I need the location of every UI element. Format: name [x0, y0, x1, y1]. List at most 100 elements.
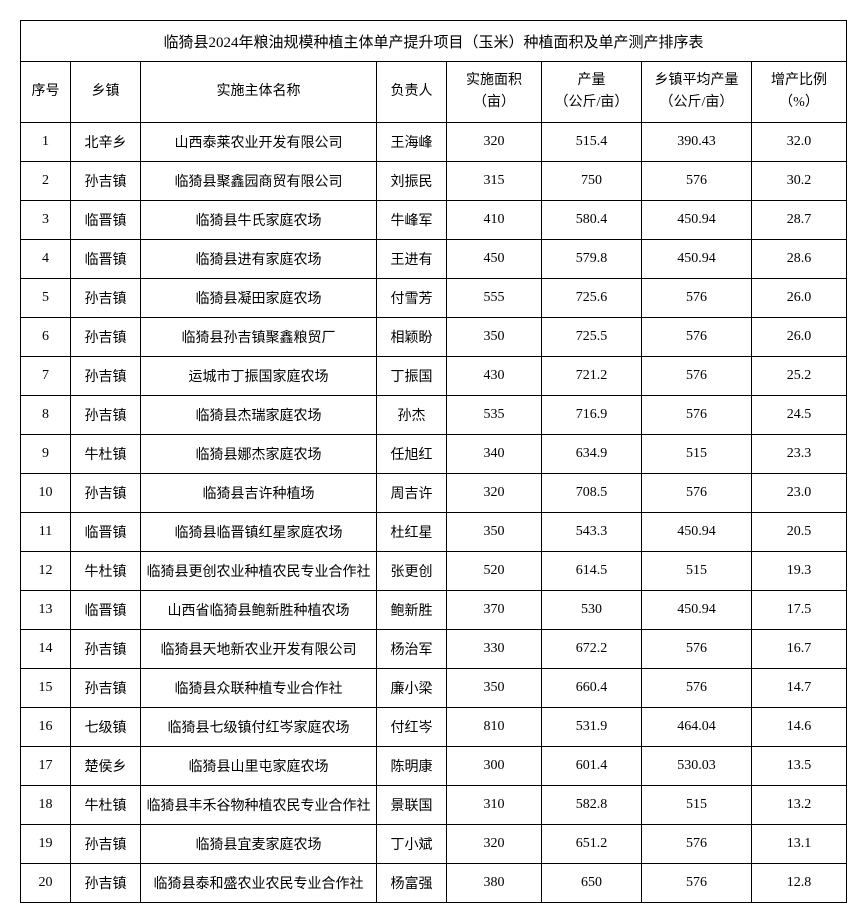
col-area-l2: （亩） — [473, 95, 515, 110]
cell-person: 张更创 — [377, 552, 447, 591]
table-title: 临猗县2024年粮油规模种植主体单产提升项目（玉米）种植面积及单产测产排序表 — [21, 21, 847, 62]
col-town: 乡镇 — [71, 62, 141, 123]
cell-entity: 临猗县宜麦家庭农场 — [141, 825, 377, 864]
cell-entity: 临猗县七级镇付红岑家庭农场 — [141, 708, 377, 747]
cell-inc: 16.7 — [752, 630, 847, 669]
cell-inc: 32.0 — [752, 123, 847, 162]
cell-yield: 716.9 — [542, 396, 642, 435]
cell-yield: 579.8 — [542, 240, 642, 279]
cell-town: 孙吉镇 — [71, 630, 141, 669]
col-person: 负责人 — [377, 62, 447, 123]
cell-person: 杨治军 — [377, 630, 447, 669]
cell-inc: 23.0 — [752, 474, 847, 513]
cell-town: 牛杜镇 — [71, 552, 141, 591]
cell-person: 付红岑 — [377, 708, 447, 747]
cell-area: 315 — [447, 162, 542, 201]
cell-avg: 576 — [642, 279, 752, 318]
cell-area: 520 — [447, 552, 542, 591]
cell-entity: 临猗县娜杰家庭农场 — [141, 435, 377, 474]
cell-entity: 临猗县杰瑞家庭农场 — [141, 396, 377, 435]
cell-town: 孙吉镇 — [71, 162, 141, 201]
table-row: 7孙吉镇运城市丁振国家庭农场丁振国430721.257625.2 — [21, 357, 847, 396]
cell-avg: 576 — [642, 357, 752, 396]
cell-avg: 450.94 — [642, 591, 752, 630]
cell-area: 320 — [447, 474, 542, 513]
cell-area: 310 — [447, 786, 542, 825]
cell-person: 陈明康 — [377, 747, 447, 786]
cell-town: 楚侯乡 — [71, 747, 141, 786]
cell-seq: 17 — [21, 747, 71, 786]
table-row: 2孙吉镇临猗县聚鑫园商贸有限公司刘振民31575057630.2 — [21, 162, 847, 201]
table-title-row: 临猗县2024年粮油规模种植主体单产提升项目（玉米）种植面积及单产测产排序表 — [21, 21, 847, 62]
cell-avg: 576 — [642, 669, 752, 708]
cell-yield: 530 — [542, 591, 642, 630]
cell-inc: 30.2 — [752, 162, 847, 201]
col-inc-l1: 增产比例 — [771, 73, 827, 88]
cell-town: 牛杜镇 — [71, 435, 141, 474]
table-row: 12牛杜镇临猗县更创农业种植农民专业合作社张更创520614.551519.3 — [21, 552, 847, 591]
cell-seq: 5 — [21, 279, 71, 318]
cell-avg: 576 — [642, 474, 752, 513]
cell-entity: 临猗县凝田家庭农场 — [141, 279, 377, 318]
col-avg: 乡镇平均产量 （公斤/亩） — [642, 62, 752, 123]
cell-person: 王海峰 — [377, 123, 447, 162]
col-yield-l1: 产量 — [578, 73, 606, 88]
table-row: 20孙吉镇临猗县泰和盛农业农民专业合作社杨富强38065057612.8 — [21, 864, 847, 903]
cell-yield: 614.5 — [542, 552, 642, 591]
cell-person: 杜红星 — [377, 513, 447, 552]
cell-area: 330 — [447, 630, 542, 669]
cell-yield: 750 — [542, 162, 642, 201]
cell-yield: 601.4 — [542, 747, 642, 786]
table-row: 4临晋镇临猗县进有家庭农场王进有450579.8450.9428.6 — [21, 240, 847, 279]
cell-seq: 12 — [21, 552, 71, 591]
cell-town: 孙吉镇 — [71, 669, 141, 708]
col-seq: 序号 — [21, 62, 71, 123]
col-yield-l2: （公斤/亩） — [555, 95, 629, 110]
cell-yield: 725.6 — [542, 279, 642, 318]
cell-area: 350 — [447, 318, 542, 357]
table-row: 6孙吉镇临猗县孙吉镇聚鑫粮贸厂相颖盼350725.557626.0 — [21, 318, 847, 357]
cell-seq: 11 — [21, 513, 71, 552]
table-row: 11临晋镇临猗县临晋镇红星家庭农场杜红星350543.3450.9420.5 — [21, 513, 847, 552]
table-row: 1北辛乡山西泰莱农业开发有限公司王海峰320515.4390.4332.0 — [21, 123, 847, 162]
cell-area: 350 — [447, 513, 542, 552]
table-row: 14孙吉镇临猗县天地新农业开发有限公司杨治军330672.257616.7 — [21, 630, 847, 669]
cell-town: 临晋镇 — [71, 513, 141, 552]
ranking-table: 临猗县2024年粮油规模种植主体单产提升项目（玉米）种植面积及单产测产排序表 序… — [20, 20, 847, 903]
cell-yield: 580.4 — [542, 201, 642, 240]
cell-person: 鲍新胜 — [377, 591, 447, 630]
cell-entity: 运城市丁振国家庭农场 — [141, 357, 377, 396]
cell-person: 牛峰军 — [377, 201, 447, 240]
table-header-row: 序号 乡镇 实施主体名称 负责人 实施面积 （亩） 产量 （公斤/亩） 乡镇平均… — [21, 62, 847, 123]
cell-inc: 25.2 — [752, 357, 847, 396]
cell-town: 牛杜镇 — [71, 786, 141, 825]
cell-inc: 13.5 — [752, 747, 847, 786]
cell-area: 350 — [447, 669, 542, 708]
col-entity: 实施主体名称 — [141, 62, 377, 123]
cell-town: 孙吉镇 — [71, 279, 141, 318]
cell-person: 刘振民 — [377, 162, 447, 201]
cell-inc: 24.5 — [752, 396, 847, 435]
cell-avg: 576 — [642, 630, 752, 669]
cell-person: 孙杰 — [377, 396, 447, 435]
cell-yield: 672.2 — [542, 630, 642, 669]
cell-area: 320 — [447, 123, 542, 162]
cell-seq: 7 — [21, 357, 71, 396]
cell-avg: 530.03 — [642, 747, 752, 786]
cell-seq: 6 — [21, 318, 71, 357]
cell-inc: 20.5 — [752, 513, 847, 552]
cell-inc: 19.3 — [752, 552, 847, 591]
col-avg-l2: （公斤/亩） — [660, 95, 734, 110]
cell-seq: 18 — [21, 786, 71, 825]
cell-entity: 临猗县孙吉镇聚鑫粮贸厂 — [141, 318, 377, 357]
cell-avg: 450.94 — [642, 201, 752, 240]
cell-seq: 2 — [21, 162, 71, 201]
cell-inc: 13.1 — [752, 825, 847, 864]
cell-seq: 8 — [21, 396, 71, 435]
cell-avg: 515 — [642, 552, 752, 591]
cell-entity: 临猗县泰和盛农业农民专业合作社 — [141, 864, 377, 903]
cell-town: 孙吉镇 — [71, 396, 141, 435]
table-row: 15孙吉镇临猗县众联种植专业合作社廉小梁350660.457614.7 — [21, 669, 847, 708]
cell-town: 临晋镇 — [71, 240, 141, 279]
cell-seq: 16 — [21, 708, 71, 747]
